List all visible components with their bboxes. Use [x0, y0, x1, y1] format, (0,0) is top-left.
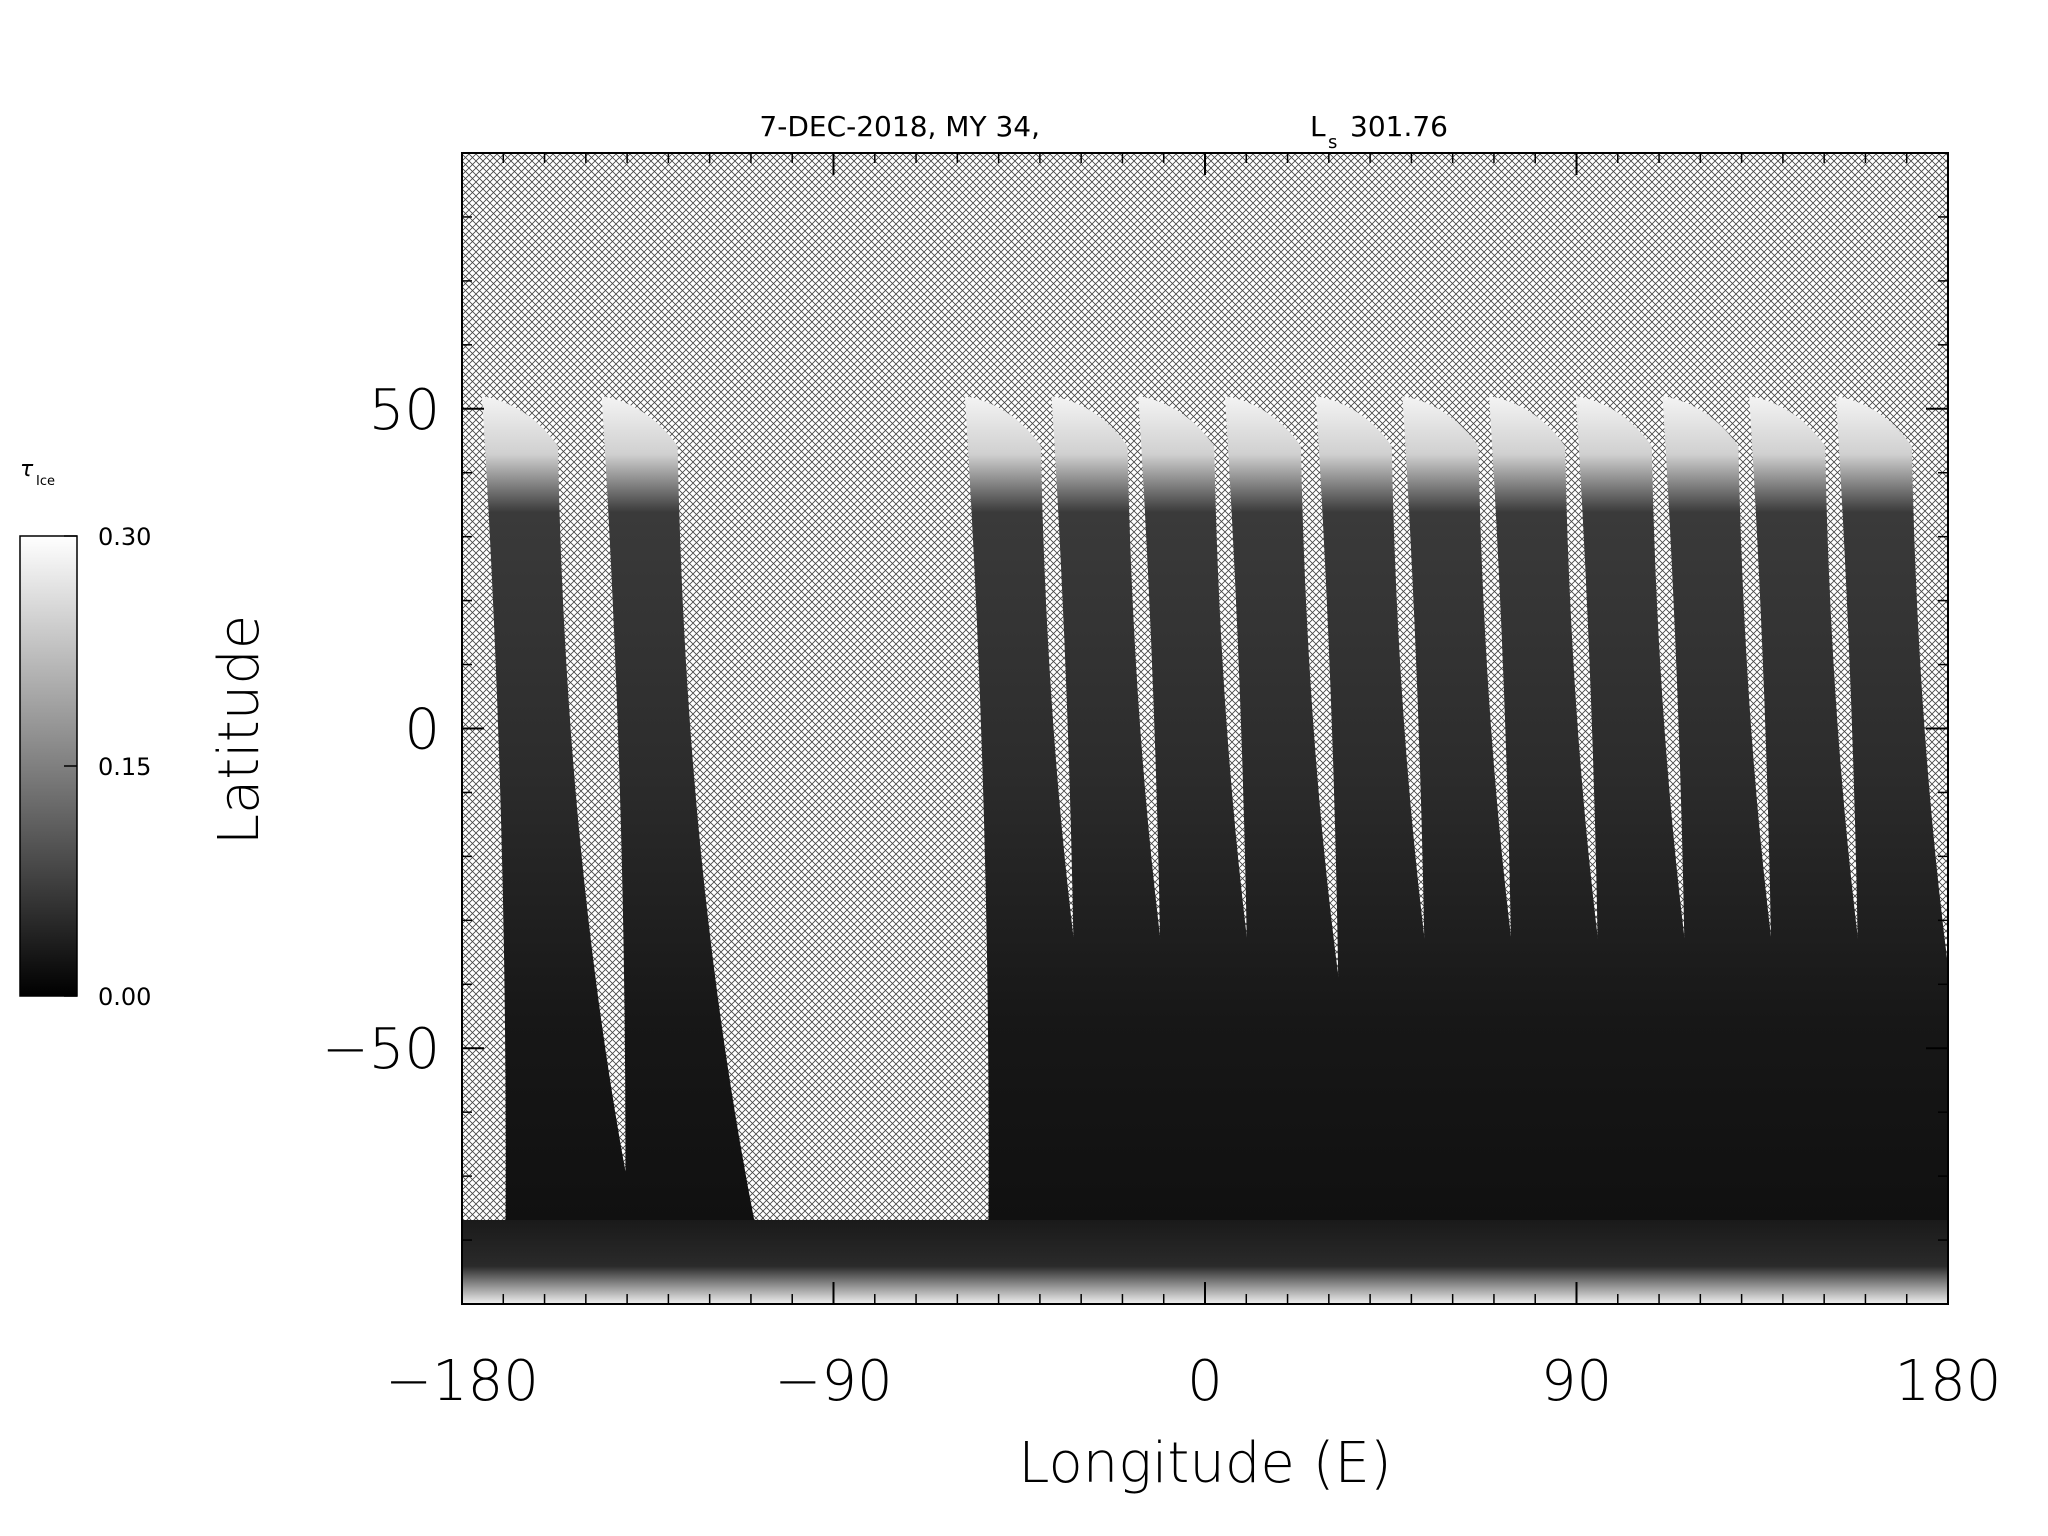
y-tick-label: 50 [369, 378, 440, 443]
axis-ticks [461, 152, 1949, 1305]
x-tick-labels: −180 −90 0 90 180 [385, 1349, 2001, 1414]
colorbar-label: τ [20, 457, 34, 482]
chart-title-ls-value: 301.76 [1350, 110, 1448, 143]
chart-title-ls-symbol: L [1310, 110, 1326, 143]
chart-title-text: 7-DEC-2018, MY 34, [759, 110, 1040, 143]
swath [1835, 395, 1948, 1228]
colorbar-label-subscript: Ice [36, 474, 55, 489]
colorbar-tick-label: 0.15 [98, 753, 151, 781]
colorbar-ticks: 0.00 0.15 0.30 [64, 523, 151, 1011]
y-axis-label: Latitude [207, 615, 272, 845]
x-tick-label: 90 [1541, 1349, 1612, 1414]
chart-title-ls-subscript: s [1328, 132, 1337, 153]
x-axis-label: Longitude (E) [1018, 1431, 1391, 1496]
chart-title: 7-DEC-2018, MY 34, L s 301.76 [759, 110, 1448, 153]
x-tick-label: −180 [385, 1349, 539, 1414]
colorbar-tick-label: 0.00 [98, 983, 151, 1011]
plot-area [462, 153, 1948, 1304]
colorbar: τ Ice 0.00 0.15 0.30 [19, 457, 151, 1011]
swath-layer [481, 395, 1948, 1228]
x-tick-label: 180 [1895, 1349, 2002, 1414]
colorbar-tick-label: 0.30 [98, 523, 151, 551]
swath [481, 395, 636, 1228]
x-tick-label: 0 [1187, 1349, 1223, 1414]
y-tick-label: 0 [404, 698, 440, 763]
swath [601, 395, 756, 1228]
y-tick-labels: −50 0 50 [322, 378, 440, 1082]
y-tick-label: −50 [322, 1017, 440, 1082]
x-tick-label: −90 [774, 1349, 892, 1414]
